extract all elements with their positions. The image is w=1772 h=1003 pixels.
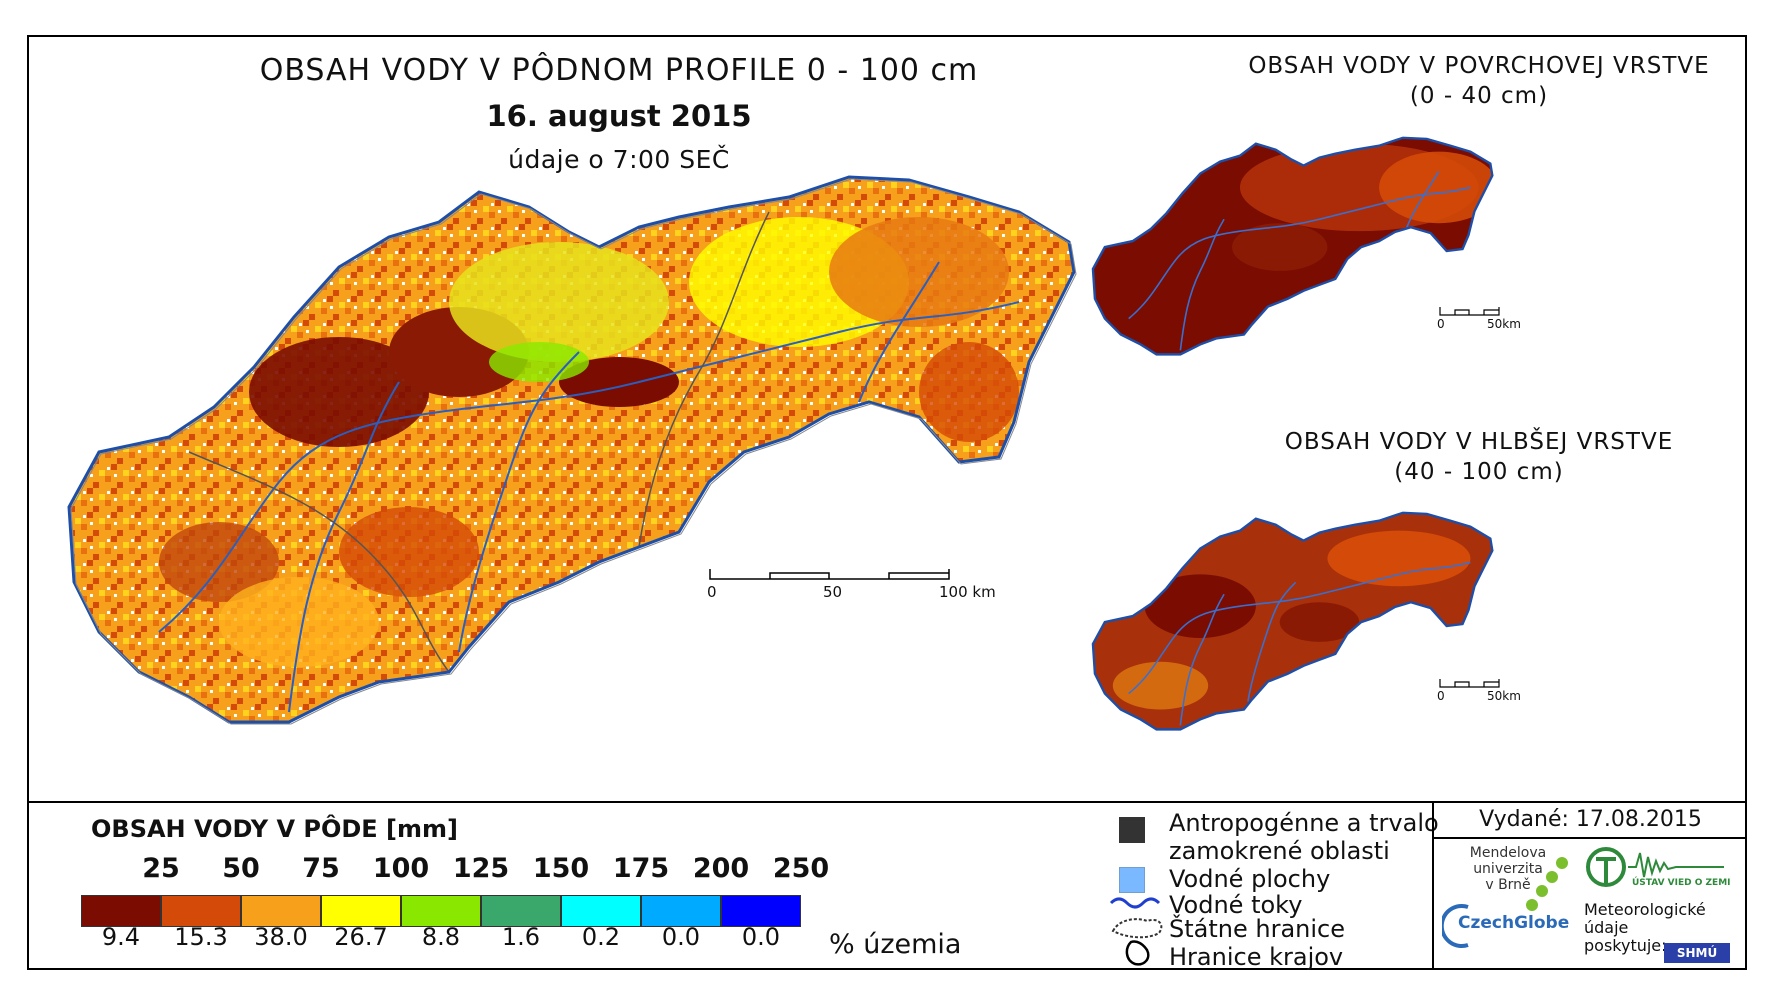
legend-threshold-label: 75 [302, 853, 340, 884]
map-area: OBSAH VODY V PÔDNOM PROFILE 0 - 100 cm 1… [29, 37, 1745, 799]
legend-percent-value: 8.8 [421, 923, 461, 951]
legend-swatch [241, 895, 321, 927]
top-inset-title-line1: OBSAH VODY V POVRCHOVEJ VRSTVE [1248, 53, 1710, 79]
top-inset-scale-50: 50km [1487, 317, 1521, 331]
main-scale-label-100: 100 km [939, 583, 996, 601]
legend-percent-value: 38.0 [254, 923, 308, 951]
meteo-line2: údaje [1584, 918, 1629, 937]
legend-percent-value: 26.7 [334, 923, 388, 951]
info-box: Vydané: 17.08.2015 Mendelova univerzita … [1432, 803, 1747, 970]
map-frame: OBSAH VODY V PÔDNOM PROFILE 0 - 100 cm 1… [27, 35, 1747, 971]
bottom-inset-title-line2: (40 - 100 cm) [1394, 459, 1564, 485]
legend-anthropogenic-line2: zamokrené oblasti [1169, 837, 1390, 865]
bottom-inset-scale-bar [1439, 679, 1500, 688]
legend-percent-value: 0.0 [661, 923, 701, 951]
legend-swatch [721, 895, 801, 927]
legend-zone: OBSAH VODY V PÔDE [mm] 9.4 15.3 38.0 26.7 8.… [29, 801, 1747, 971]
main-scale-bar [709, 569, 950, 580]
legend-threshold-label: 250 [772, 853, 830, 884]
legend-swatch [81, 895, 161, 927]
region-border-icon [1125, 940, 1150, 966]
main-scale-label-50: 50 [823, 583, 843, 601]
uvz-logo-text: ÚSTAV VIED O ZEMI [1632, 878, 1731, 888]
issued-date: Vydané: 17.08.2015 [1434, 803, 1747, 839]
legend-percent-value: 9.4 [101, 923, 141, 951]
top-inset-map [1091, 136, 1494, 356]
legend-water-areas: Vodné plochy [1169, 865, 1331, 893]
mendel-logo-text: Mendelova univerzita v Brně [1468, 845, 1548, 893]
czechglobe-logo-text: CzechGlobe [1458, 913, 1570, 933]
anthropogenic-swatch [1119, 817, 1145, 843]
legend-threshold-label: 125 [452, 853, 510, 884]
top-inset-title-line2: (0 - 40 cm) [1409, 83, 1549, 109]
main-map [67, 175, 1077, 725]
legend-swatch [161, 895, 241, 927]
legend-threshold-label: 25 [142, 853, 180, 884]
legend-threshold-label: 175 [612, 853, 670, 884]
legend-threshold-label: 100 [372, 853, 430, 884]
legend-swatch [321, 895, 401, 927]
bottom-inset-title: OBSAH VODY V HLBŠEJ VRSTVE (40 - 100 cm) [1209, 427, 1749, 487]
bottom-inset-scale-0: 0 [1437, 689, 1445, 703]
bottom-inset-map [1091, 511, 1494, 731]
meteo-line3: poskytuje: [1584, 936, 1667, 955]
bottom-inset-scale-50: 50km [1487, 689, 1521, 703]
top-inset-scale-bar [1439, 307, 1500, 316]
legend-swatch [561, 895, 641, 927]
legend-title: OBSAH VODY V PÔDE [mm] [91, 815, 459, 843]
legend-swatch [481, 895, 561, 927]
legend-swatch [641, 895, 721, 927]
mendel-line2: univerzita [1473, 861, 1543, 877]
legend-state-border: Štátne hranice [1169, 915, 1345, 943]
legend-region-border: Hranice krajov [1169, 943, 1344, 971]
legend-anthropogenic-line1: Antropogénne a trvalo [1169, 809, 1439, 837]
main-map-title: OBSAH VODY V PÔDNOM PROFILE 0 - 100 cm [259, 53, 979, 88]
legend-percent-value: 0.0 [741, 923, 781, 951]
top-inset-scale-0: 0 [1437, 317, 1445, 331]
bottom-inset-title-line1: OBSAH VODY V HLBŠEJ VRSTVE [1284, 429, 1674, 455]
water-area-swatch [1119, 867, 1145, 893]
mendel-dots-logo [1526, 857, 1568, 911]
top-inset-title: OBSAH VODY V POVRCHOVEJ VRSTVE (0 - 40 c… [1209, 51, 1749, 111]
czechglobe-arc-logo [1442, 904, 1469, 948]
legend-percent-unit: % územia [829, 929, 962, 960]
uvz-logo [1586, 847, 1724, 887]
mendel-line1: Mendelova [1469, 845, 1547, 861]
main-scale-label-0: 0 [707, 583, 717, 601]
legend-percent-value: 15.3 [174, 923, 228, 951]
legend-percent-value: 0.2 [581, 923, 621, 951]
mendel-line3: v Brně [1485, 877, 1531, 893]
legend-threshold-label: 150 [532, 853, 590, 884]
main-map-date: 16. august 2015 [486, 99, 752, 133]
legend-swatch [401, 895, 481, 927]
river-line-icon [1109, 897, 1161, 909]
meteo-line1: Meteorologické [1584, 900, 1706, 919]
main-map-time-note: údaje o 7:00 SEČ [508, 145, 730, 174]
legend-rivers: Vodné toky [1169, 891, 1303, 919]
meteo-data-text: Meteorologické údaje poskytuje: [1584, 901, 1706, 955]
legend-threshold-label: 200 [692, 853, 750, 884]
legend-percent-value: 1.6 [501, 923, 541, 951]
state-border-icon [1111, 918, 1163, 939]
shmu-logo: SHMÚ [1664, 943, 1730, 963]
legend-threshold-label: 50 [222, 853, 260, 884]
